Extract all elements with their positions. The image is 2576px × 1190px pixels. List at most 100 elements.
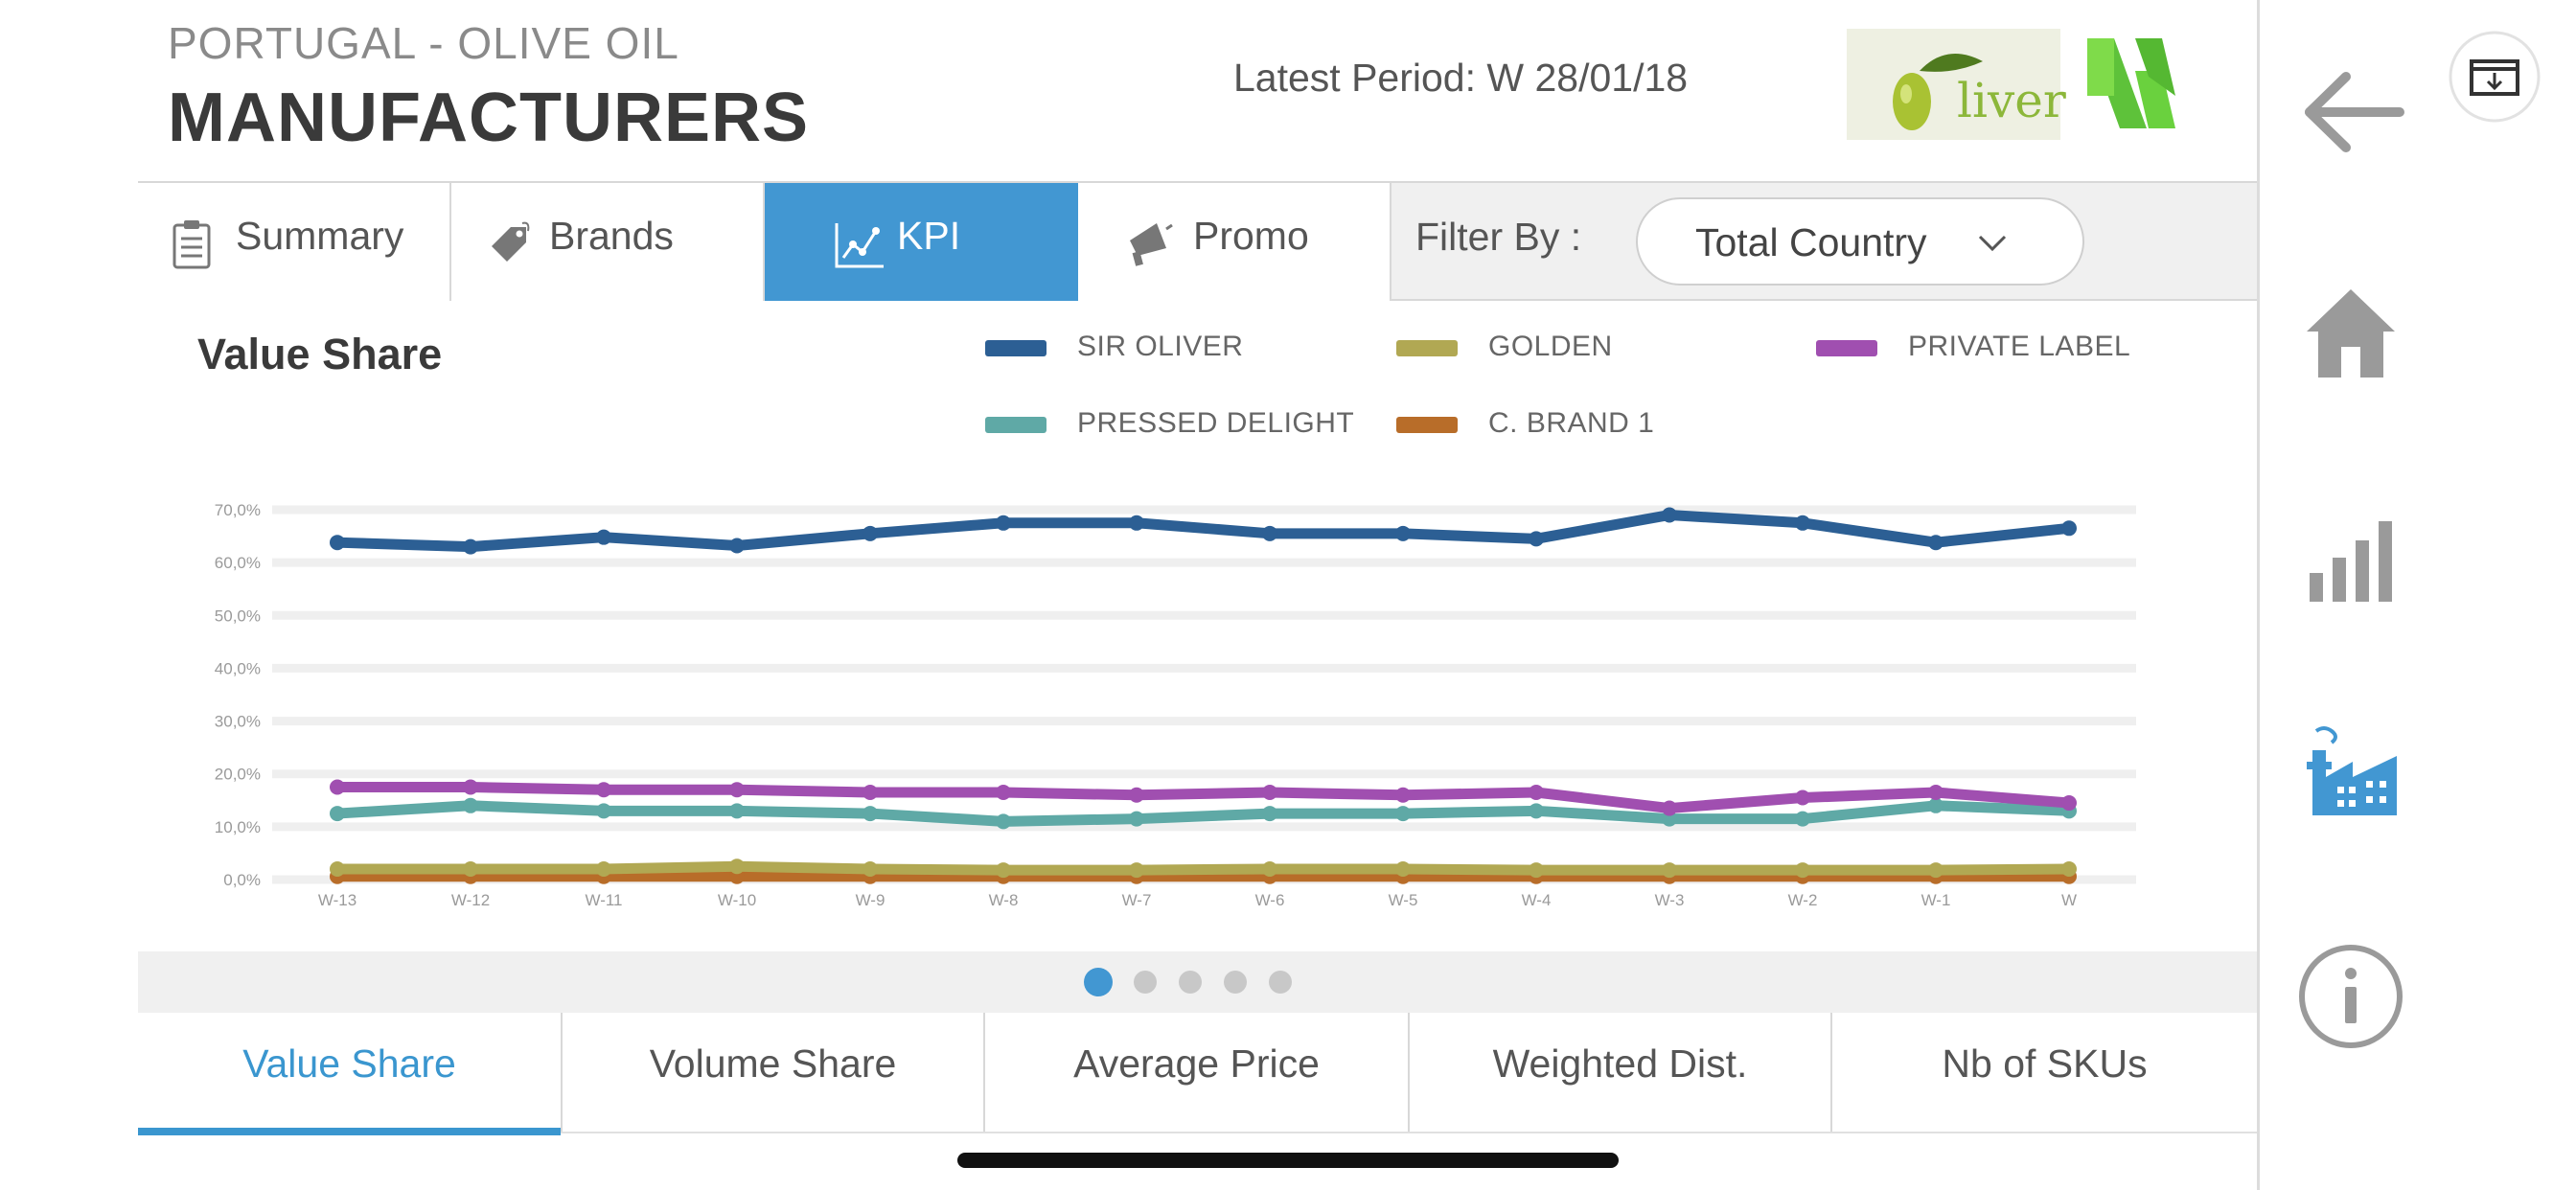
data-point-sir-oliver (862, 525, 878, 541)
tab-nb-of-skus-label: Nb of SKUs (1942, 1041, 2148, 1086)
series-line-pressed-delight (332, 800, 2075, 827)
data-point-pressed-delight (996, 813, 1011, 830)
tab-brands[interactable]: Brands (451, 183, 765, 301)
y-tick-label: 10,0% (215, 818, 261, 836)
x-tick-label: W-10 (718, 891, 756, 909)
page-subtitle: PORTUGAL - OLIVE OIL (168, 18, 679, 68)
data-point-sir-oliver (1129, 515, 1144, 531)
data-point-sir-oliver (1928, 535, 1944, 551)
legend-label: C. BRAND 1 (1488, 407, 1655, 439)
tab-kpi-label: KPI (897, 214, 961, 258)
legend-swatch (1396, 417, 1458, 433)
data-point-pressed-delight (862, 806, 878, 822)
info-icon[interactable] (2297, 943, 2404, 1050)
line-chart-icon (835, 223, 884, 268)
y-tick-label: 60,0% (215, 554, 261, 572)
oliver-logo: liver (1847, 29, 2066, 140)
data-point-pressed-delight (330, 806, 345, 822)
right-sidebar (2257, 0, 2576, 1190)
logo-text: liver (1957, 73, 2066, 128)
pager-dot-3[interactable] (1179, 971, 1202, 994)
tab-nb-of-skus[interactable]: Nb of SKUs (1832, 1013, 2257, 1132)
tab-weighted-dist-label: Weighted Dist. (1492, 1041, 1748, 1086)
data-point-golden (1129, 862, 1144, 879)
x-tick-label: W-5 (1389, 891, 1418, 909)
data-point-golden (463, 860, 478, 877)
latest-period-label: Latest Period: W 28/01/18 (1233, 56, 1689, 100)
data-point-private-label (1129, 787, 1144, 803)
tab-average-price[interactable]: Average Price (985, 1013, 1410, 1132)
data-point-golden (330, 860, 345, 877)
clipboard-icon (172, 220, 211, 269)
tab-kpi[interactable]: KPI (765, 183, 1078, 301)
x-tick-label: W-7 (1122, 891, 1152, 909)
data-point-private-label (729, 782, 745, 798)
home-icon[interactable] (2305, 287, 2397, 379)
factory-icon[interactable] (2303, 723, 2399, 819)
legend-label: PRESSED DELIGHT (1077, 407, 1355, 439)
chart-pager (138, 951, 2257, 1013)
filter-dropdown[interactable]: Total Country (1636, 197, 2084, 286)
y-tick-label: 0,0% (223, 871, 261, 889)
data-point-pressed-delight (1529, 803, 1544, 819)
data-point-golden (729, 858, 745, 875)
pager-dot-2[interactable] (1134, 971, 1157, 994)
tab-weighted-dist[interactable]: Weighted Dist. (1410, 1013, 1832, 1132)
data-point-pressed-delight (1928, 797, 1944, 813)
tab-summary[interactable]: Summary (138, 183, 451, 301)
x-tick-label: W-9 (856, 891, 886, 909)
chart-title: Value Share (197, 330, 443, 378)
series-line-private-label (332, 782, 2075, 814)
home-indicator[interactable] (957, 1153, 1619, 1168)
data-point-sir-oliver (330, 535, 345, 551)
data-point-sir-oliver (1262, 525, 1277, 541)
pager-dot-1[interactable] (1084, 968, 1113, 996)
tab-volume-share-label: Volume Share (649, 1041, 897, 1086)
pager-dot-4[interactable] (1224, 971, 1247, 994)
tab-average-price-label: Average Price (1073, 1041, 1320, 1086)
data-point-golden (1662, 862, 1677, 879)
x-tick-label: W-12 (451, 891, 490, 909)
x-tick-label: W-2 (1788, 891, 1818, 909)
chevron-down-icon (1978, 235, 2007, 252)
bar-chart-icon[interactable] (2308, 517, 2394, 604)
brand-mark-icon (2087, 38, 2175, 128)
y-tick-label: 20,0% (215, 766, 261, 784)
data-point-sir-oliver (729, 538, 745, 554)
x-tick-label: W-1 (1921, 891, 1951, 909)
tab-value-share[interactable]: Value Share (138, 1013, 563, 1135)
data-point-golden (1262, 860, 1277, 877)
tag-icon (492, 221, 530, 262)
data-point-sir-oliver (596, 529, 611, 545)
tab-value-share-label: Value Share (242, 1041, 456, 1086)
tab-volume-share[interactable]: Volume Share (563, 1013, 985, 1132)
y-tick-label: 30,0% (215, 713, 261, 731)
data-point-sir-oliver (996, 515, 1011, 531)
legend-swatch (1396, 340, 1458, 356)
data-point-golden (862, 860, 878, 877)
legend-swatch (1816, 340, 1877, 356)
data-point-golden (2061, 860, 2077, 877)
series-line-sir-oliver (332, 510, 2075, 553)
legend-swatch (985, 340, 1046, 356)
x-tick-label: W-13 (318, 891, 356, 909)
back-arrow-icon[interactable] (2300, 69, 2405, 155)
data-point-golden (1529, 862, 1544, 879)
kpi-tab-bar: Value Share Volume Share Average Price W… (138, 1013, 2257, 1135)
value-share-line-chart: 0,0% 10,0% 20,0% 30,0% 40,0% 50,0% 60,0% 70,0% W… (215, 501, 2136, 909)
data-point-private-label (862, 785, 878, 801)
main-tab-bar: Summary Brands KPI (138, 181, 2257, 301)
page-title: MANUFACTURERS (168, 80, 809, 156)
data-point-private-label (1662, 800, 1677, 816)
data-point-pressed-delight (596, 803, 611, 819)
tab-promo[interactable]: Promo (1078, 183, 1392, 301)
data-point-golden (1795, 862, 1810, 879)
megaphone-icon (1130, 223, 1173, 266)
data-point-sir-oliver (1795, 515, 1810, 531)
download-icon[interactable] (2447, 29, 2542, 125)
y-tick-label: 50,0% (215, 606, 261, 625)
data-point-private-label (996, 785, 1011, 801)
data-point-private-label (2061, 795, 2077, 812)
pager-dot-5[interactable] (1269, 971, 1292, 994)
tab-summary-label: Summary (236, 214, 404, 258)
